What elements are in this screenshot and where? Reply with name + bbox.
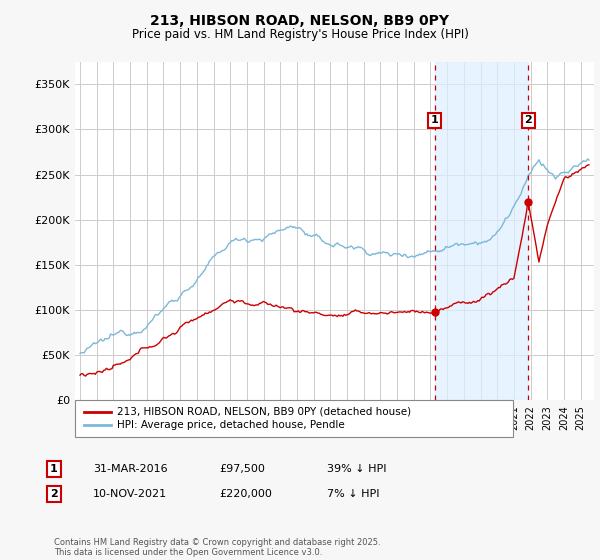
Text: 31-MAR-2016: 31-MAR-2016 [93,464,167,474]
Text: 2: 2 [50,489,58,499]
Text: £220,000: £220,000 [219,489,272,499]
Text: 39% ↓ HPI: 39% ↓ HPI [327,464,386,474]
Text: 1: 1 [431,115,439,125]
Text: 7% ↓ HPI: 7% ↓ HPI [327,489,380,499]
Text: 10-NOV-2021: 10-NOV-2021 [93,489,167,499]
Text: 213, HIBSON ROAD, NELSON, BB9 0PY: 213, HIBSON ROAD, NELSON, BB9 0PY [151,14,449,28]
Text: £97,500: £97,500 [219,464,265,474]
Text: HPI: Average price, detached house, Pendle: HPI: Average price, detached house, Pend… [117,421,345,431]
Text: 1: 1 [50,464,58,474]
Text: Contains HM Land Registry data © Crown copyright and database right 2025.
This d: Contains HM Land Registry data © Crown c… [54,538,380,557]
Bar [434,62,528,400]
Text: 213, HIBSON ROAD, NELSON, BB9 0PY (detached house): 213, HIBSON ROAD, NELSON, BB9 0PY (detac… [117,407,411,417]
Text: 2: 2 [524,115,532,125]
Text: Price paid vs. HM Land Registry's House Price Index (HPI): Price paid vs. HM Land Registry's House … [131,28,469,41]
